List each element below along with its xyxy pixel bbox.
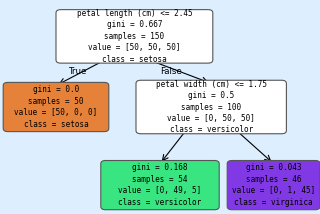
Text: gini = 0.168
samples = 54
value = [0, 49, 5]
class = versicolor: gini = 0.168 samples = 54 value = [0, 49… — [118, 163, 202, 207]
FancyBboxPatch shape — [3, 82, 109, 132]
Text: petal width (cm) <= 1.75
gini = 0.5
samples = 100
value = [0, 50, 50]
class = ve: petal width (cm) <= 1.75 gini = 0.5 samp… — [156, 80, 267, 134]
Text: False: False — [160, 67, 182, 76]
FancyBboxPatch shape — [101, 160, 219, 210]
Text: gini = 0.0
samples = 50
value = [50, 0, 0]
class = setosa: gini = 0.0 samples = 50 value = [50, 0, … — [14, 85, 98, 129]
Text: True: True — [69, 67, 88, 76]
FancyBboxPatch shape — [136, 80, 286, 134]
Text: petal length (cm) <= 2.45
gini = 0.667
samples = 150
value = [50, 50, 50]
class : petal length (cm) <= 2.45 gini = 0.667 s… — [76, 9, 192, 64]
Text: gini = 0.043
samples = 46
value = [0, 1, 45]
class = virginica: gini = 0.043 samples = 46 value = [0, 1,… — [232, 163, 315, 207]
FancyBboxPatch shape — [56, 10, 213, 63]
FancyBboxPatch shape — [227, 160, 320, 210]
